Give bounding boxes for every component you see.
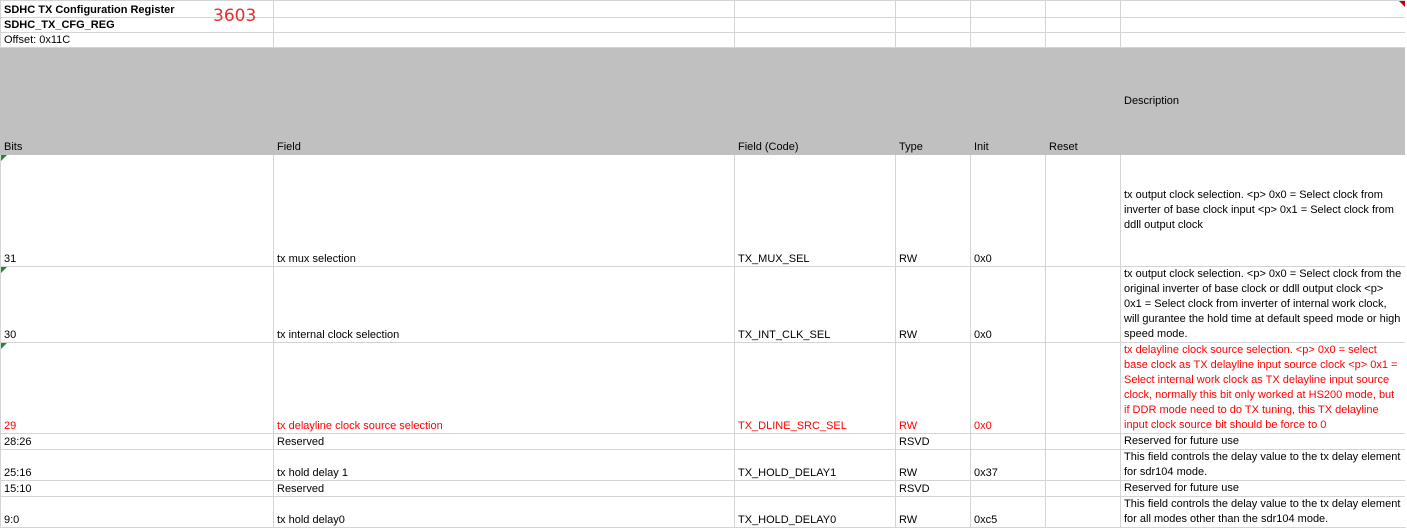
field-cell[interactable]: tx hold delay0: [273, 496, 735, 528]
empty-cell[interactable]: [895, 17, 971, 33]
bits-cell[interactable]: 29: [0, 342, 274, 434]
reset-cell[interactable]: [1045, 449, 1121, 481]
header-init[interactable]: Init: [970, 47, 1046, 155]
table-row: 30 tx internal clock selection TX_INT_CL…: [0, 266, 1406, 343]
bits-cell[interactable]: 9:0: [0, 496, 274, 528]
table-row: 9:0 tx hold delay0 TX_HOLD_DELAY0 RW 0xc…: [0, 496, 1406, 528]
empty-cell[interactable]: [734, 32, 896, 48]
empty-cell[interactable]: [895, 32, 971, 48]
table-row: 25:16 tx hold delay 1 TX_HOLD_DELAY1 RW …: [0, 449, 1406, 481]
bits-cell[interactable]: 31: [0, 154, 274, 267]
field-code-cell[interactable]: TX_MUX_SEL: [734, 154, 896, 267]
sheet-edge: [1405, 0, 1407, 527]
type-cell[interactable]: RW: [895, 154, 971, 267]
reset-cell[interactable]: [1045, 154, 1121, 267]
field-cell[interactable]: tx internal clock selection: [273, 266, 735, 343]
empty-cell[interactable]: [273, 0, 735, 18]
init-cell[interactable]: 0xc5: [970, 496, 1046, 528]
description-cell[interactable]: tx output clock selection. <p> 0x0 = Sel…: [1120, 154, 1406, 267]
bits-cell[interactable]: 30: [0, 266, 274, 343]
field-cell[interactable]: Reserved: [273, 480, 735, 497]
bits-value: 30: [4, 329, 17, 341]
type-cell[interactable]: RW: [895, 449, 971, 481]
field-code-cell[interactable]: TX_HOLD_DELAY1: [734, 449, 896, 481]
field-code-cell[interactable]: [734, 433, 896, 450]
type-cell[interactable]: RSVD: [895, 480, 971, 497]
header-bits[interactable]: Bits: [0, 47, 274, 155]
empty-cell[interactable]: [273, 32, 735, 48]
reset-cell[interactable]: [1045, 496, 1121, 528]
description-cell[interactable]: This field controls the delay value to t…: [1120, 449, 1406, 481]
comment-marker-icon: [1399, 1, 1405, 7]
field-cell[interactable]: tx mux selection: [273, 154, 735, 267]
comment-marker-icon: [1, 267, 7, 273]
field-code-cell[interactable]: [734, 480, 896, 497]
empty-cell[interactable]: [273, 17, 735, 33]
description-cell[interactable]: tx delayline clock source selection. <p>…: [1120, 342, 1406, 434]
description-cell[interactable]: Reserved for future use: [1120, 480, 1406, 497]
type-cell[interactable]: RW: [895, 266, 971, 343]
empty-cell[interactable]: [1045, 0, 1121, 18]
table-row: 31 tx mux selection TX_MUX_SEL RW 0x0 tx…: [0, 154, 1406, 267]
offset-row: Offset: 0x11C: [0, 32, 1406, 48]
field-code-cell[interactable]: TX_HOLD_DELAY0: [734, 496, 896, 528]
description-cell[interactable]: Reserved for future use: [1120, 433, 1406, 450]
empty-cell[interactable]: [1045, 32, 1121, 48]
reset-cell[interactable]: [1045, 433, 1121, 450]
init-cell[interactable]: 0x0: [970, 266, 1046, 343]
empty-cell[interactable]: [1120, 32, 1406, 48]
type-cell[interactable]: RSVD: [895, 433, 971, 450]
header-field-code[interactable]: Field (Code): [734, 47, 896, 155]
bits-value: 31: [4, 253, 17, 265]
empty-cell[interactable]: [895, 0, 971, 18]
title-row: SDHC TX Configuration Register: [0, 0, 1406, 18]
register-name-row: SDHC_TX_CFG_REG: [0, 17, 1406, 33]
bits-value: 29: [4, 420, 17, 432]
field-code-cell[interactable]: TX_INT_CLK_SEL: [734, 266, 896, 343]
empty-cell[interactable]: [970, 0, 1046, 18]
empty-cell[interactable]: [734, 17, 896, 33]
reset-cell[interactable]: [1045, 342, 1121, 434]
field-cell[interactable]: tx hold delay 1: [273, 449, 735, 481]
bits-cell[interactable]: 25:16: [0, 449, 274, 481]
type-cell[interactable]: RW: [895, 496, 971, 528]
header-description[interactable]: Description: [1120, 47, 1406, 155]
cell-note-number: 3603: [213, 6, 257, 26]
empty-cell[interactable]: [970, 32, 1046, 48]
reset-cell[interactable]: [1045, 266, 1121, 343]
init-cell[interactable]: [970, 480, 1046, 497]
empty-cell[interactable]: [734, 0, 896, 18]
header-reset[interactable]: Reset: [1045, 47, 1121, 155]
table-row: 28:26 Reserved RSVD Reserved for future …: [0, 433, 1406, 450]
init-cell[interactable]: 0x0: [970, 342, 1046, 434]
type-cell[interactable]: RW: [895, 342, 971, 434]
bits-cell[interactable]: 15:10: [0, 480, 274, 497]
comment-marker-icon: [1, 155, 7, 161]
offset-cell[interactable]: Offset: 0x11C: [0, 32, 274, 48]
register-name-cell[interactable]: SDHC_TX_CFG_REG: [0, 17, 274, 33]
description-cell[interactable]: tx output clock selection. <p> 0x0 = Sel…: [1120, 266, 1406, 343]
comment-marker-icon: [1, 343, 7, 349]
header-field[interactable]: Field: [273, 47, 735, 155]
empty-cell[interactable]: [1120, 0, 1406, 18]
table-row: 29 tx delayline clock source selection T…: [0, 342, 1406, 434]
column-header-row: Bits Field Field (Code) Type Init Reset …: [0, 47, 1406, 155]
empty-cell[interactable]: [1045, 17, 1121, 33]
description-cell[interactable]: This field controls the delay value to t…: [1120, 496, 1406, 528]
reset-cell[interactable]: [1045, 480, 1121, 497]
empty-cell[interactable]: [970, 17, 1046, 33]
bits-cell[interactable]: 28:26: [0, 433, 274, 450]
header-type[interactable]: Type: [895, 47, 971, 155]
table-row: 15:10 Reserved RSVD Reserved for future …: [0, 480, 1406, 497]
init-cell[interactable]: [970, 433, 1046, 450]
empty-cell[interactable]: [1120, 17, 1406, 33]
field-code-cell[interactable]: TX_DLINE_SRC_SEL: [734, 342, 896, 434]
init-cell[interactable]: 0x37: [970, 449, 1046, 481]
field-cell[interactable]: Reserved: [273, 433, 735, 450]
init-cell[interactable]: 0x0: [970, 154, 1046, 267]
field-cell[interactable]: tx delayline clock source selection: [273, 342, 735, 434]
